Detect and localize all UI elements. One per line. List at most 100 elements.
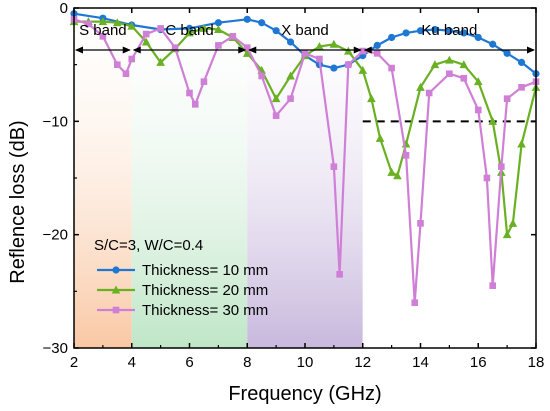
x-axis-title: Frequency (GHz) — [228, 383, 381, 405]
data-point — [518, 84, 525, 91]
data-point — [286, 38, 295, 46]
data-point — [272, 27, 280, 35]
data-point — [489, 40, 497, 48]
data-point — [474, 106, 482, 114]
data-point — [508, 218, 518, 227]
data-point — [156, 57, 165, 66]
band-arrow-head — [248, 46, 257, 54]
data-point — [157, 25, 164, 32]
data-point — [191, 101, 199, 108]
band-arrow-head — [527, 46, 535, 54]
band-label: Ku band — [421, 22, 477, 39]
data-point — [243, 15, 251, 23]
data-point — [459, 60, 469, 69]
data-point — [122, 70, 130, 78]
data-point — [425, 89, 433, 97]
data-point — [388, 64, 395, 72]
band-region — [74, 8, 132, 348]
data-point — [416, 27, 425, 35]
data-point — [286, 71, 295, 80]
data-point — [488, 116, 497, 125]
band-label: S band — [79, 22, 127, 39]
data-point — [112, 266, 120, 274]
data-point — [373, 50, 381, 57]
data-point — [416, 82, 425, 91]
data-point — [336, 271, 343, 278]
data-point — [402, 152, 410, 159]
data-point — [315, 42, 324, 51]
data-point — [393, 171, 402, 180]
band-arrow-head — [122, 46, 131, 54]
data-point — [445, 55, 454, 64]
data-point — [474, 33, 482, 42]
data-point — [445, 27, 453, 35]
legend-entry: Thickness= 20 mm — [97, 282, 268, 299]
legend-label: Thickness= 30 mm — [142, 302, 268, 319]
data-point — [375, 133, 385, 142]
data-point — [330, 163, 338, 170]
data-point — [114, 61, 121, 68]
data-point — [345, 61, 352, 68]
data-point — [330, 64, 338, 72]
y-ticks: 0 −10 −20 −30 — [43, 0, 536, 357]
legend-entry: Thickness= 10 mm — [97, 262, 268, 279]
data-point — [358, 65, 368, 74]
data-point — [301, 50, 309, 57]
data-point — [113, 18, 122, 27]
legend-note: S/C=3, W/C=0.4 — [94, 237, 203, 254]
data-point — [503, 95, 511, 102]
y-axis-title: Reflence loss (dB) — [7, 120, 29, 283]
band-label: X band — [281, 22, 329, 39]
band-arrow-head — [363, 46, 372, 54]
data-point — [460, 29, 468, 37]
legend-label: Thickness= 20 mm — [142, 282, 268, 299]
data-point — [446, 70, 453, 78]
x-tick-label: 18 — [528, 354, 545, 371]
band-region — [362, 8, 536, 348]
data-point — [483, 174, 491, 182]
data-point — [373, 41, 381, 50]
x-tick-label: 6 — [185, 354, 193, 371]
x-tick-label: 16 — [470, 354, 487, 371]
data-point — [359, 47, 367, 55]
legend-label: Thickness= 10 mm — [142, 262, 268, 279]
data-point — [186, 89, 193, 97]
data-point — [111, 285, 121, 294]
data-point — [517, 139, 526, 148]
band-arrow-head — [132, 46, 141, 54]
data-point — [388, 33, 396, 42]
x-tick-label: 2 — [70, 354, 78, 371]
data-point — [460, 74, 468, 82]
band-annotations: S band C band X band Ku band — [75, 22, 535, 54]
data-point — [229, 33, 237, 40]
data-point — [502, 230, 512, 239]
band-arrow-head — [75, 46, 83, 54]
data-point — [402, 29, 410, 37]
x-tick-label: 14 — [412, 354, 429, 371]
x-tick-label: 8 — [243, 354, 251, 371]
data-point — [411, 299, 419, 306]
data-point — [329, 39, 339, 48]
data-point — [473, 77, 483, 86]
data-point — [171, 44, 179, 51]
data-point — [215, 42, 222, 49]
data-point — [271, 94, 281, 103]
data-point — [287, 95, 294, 102]
x-tick-label: 12 — [354, 354, 371, 371]
data-point — [489, 282, 496, 289]
data-point — [99, 33, 107, 40]
data-point — [98, 17, 108, 26]
data-point — [258, 72, 265, 80]
data-point — [430, 60, 440, 69]
data-point — [85, 20, 92, 28]
y-tick-label: −20 — [43, 227, 68, 244]
y-tick-label: −10 — [43, 113, 68, 130]
data-point — [127, 21, 137, 30]
data-point — [141, 37, 151, 46]
data-point — [431, 25, 439, 34]
band-region — [131, 8, 248, 348]
data-point — [214, 25, 223, 34]
data-point — [503, 49, 511, 57]
band-arrow-head — [353, 46, 362, 54]
